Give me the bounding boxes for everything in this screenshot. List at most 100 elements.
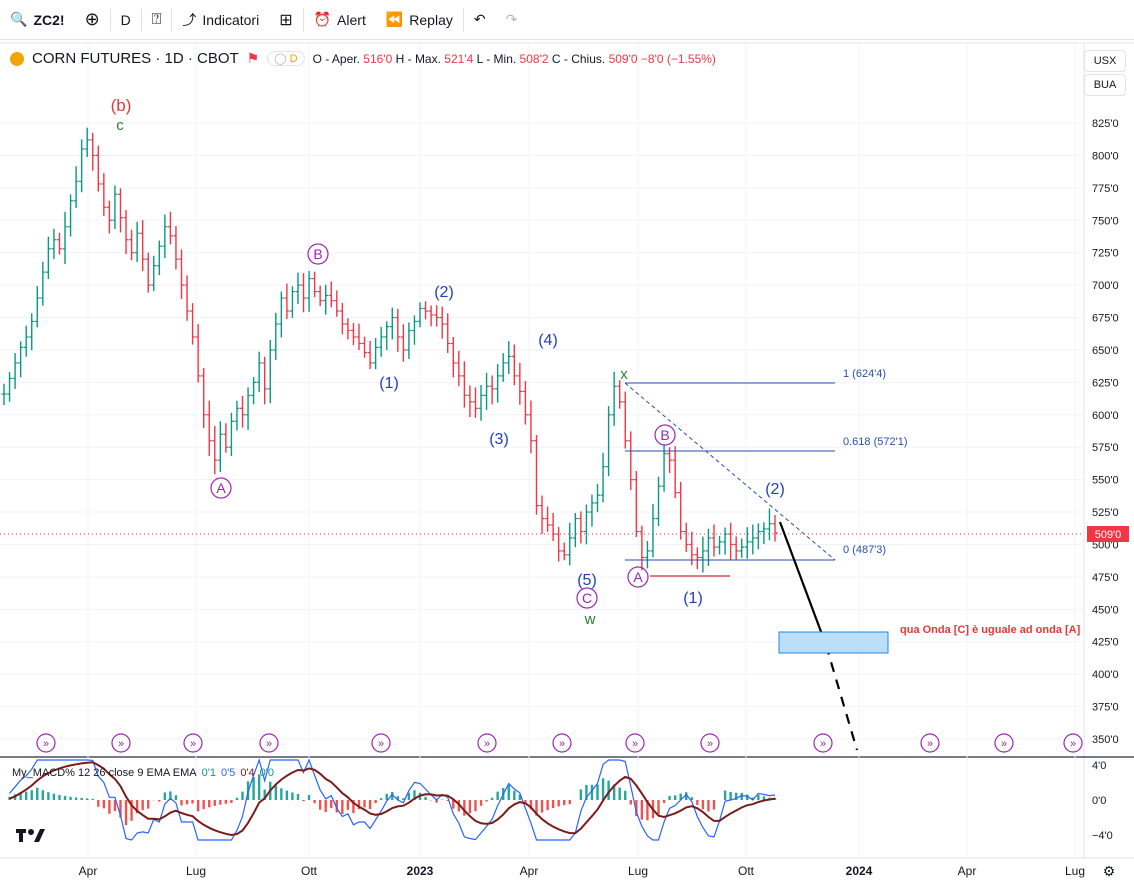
projection-dashed-line[interactable]: [824, 644, 859, 751]
macd-histogram-bar: [274, 785, 277, 800]
macd-histogram-bar: [36, 787, 39, 800]
macd-histogram-bar: [513, 790, 516, 800]
macd-histogram-bar: [285, 790, 289, 800]
close-value: 509'0: [608, 51, 638, 66]
event-marker-icon: »: [927, 738, 933, 750]
macd-histogram-bar: [751, 797, 755, 800]
event-marker-icon: »: [118, 738, 124, 750]
add-symbol-icon: ⊕: [84, 9, 100, 29]
indicators-icon: ⤴: [182, 11, 197, 28]
event-marker-icon: »: [632, 738, 638, 750]
macd-histogram-bar: [457, 800, 461, 812]
event-marker[interactable]: [625, 733, 645, 753]
macd-histogram-bar: [102, 800, 106, 809]
toolbar-divider: [140, 7, 142, 32]
event-marker[interactable]: [552, 733, 572, 753]
toolbar-divider: [109, 7, 111, 32]
macd-histogram-bar: [357, 800, 361, 810]
layout-button[interactable]: ⊞: [269, 0, 302, 40]
macd-histogram-bar: [452, 800, 455, 809]
delay-badge[interactable]: ◯ D: [267, 51, 305, 66]
macd-histogram-bar: [424, 796, 427, 800]
chart-type-button[interactable]: ⍰: [142, 0, 172, 40]
macd-histogram-bar: [257, 774, 261, 800]
macd-histogram-bar: [191, 800, 194, 804]
redo-button[interactable]: ↷: [496, 0, 528, 40]
macd-histogram-bar: [174, 795, 178, 800]
event-marker[interactable]: [477, 733, 497, 753]
unit-button[interactable]: BUA: [1084, 74, 1126, 96]
compare-button[interactable]: ⊕: [75, 0, 110, 40]
macd-histogram-bar: [535, 800, 538, 816]
macd-histogram-bar: [734, 792, 738, 800]
currency-button[interactable]: USX: [1084, 50, 1126, 72]
price-tick: 400'0: [1092, 669, 1119, 681]
undo-button[interactable]: ↶: [464, 0, 496, 40]
macd-histogram-bar: [41, 790, 45, 800]
macd-histogram-bar: [379, 798, 383, 800]
macd-histogram-bar: [546, 800, 549, 811]
symbol-legend: CORN FUTURES · 1D · CBOT ⚑ ◯ D O - Aper.…: [10, 50, 716, 67]
instrument-title[interactable]: CORN FUTURES · 1D · CBOT: [32, 50, 239, 67]
event-marker[interactable]: [1063, 733, 1083, 753]
event-markers[interactable]: » » » » » » » » » » » » »: [36, 733, 1083, 753]
price-tick: 475'0: [1092, 572, 1119, 584]
event-marker[interactable]: [700, 733, 720, 753]
macd-histogram-bar: [490, 797, 494, 800]
event-marker[interactable]: [259, 733, 279, 753]
interval-label: D: [120, 11, 131, 28]
macd-histogram-bar: [596, 784, 599, 800]
event-marker[interactable]: [36, 733, 56, 753]
macd-histogram-bar: [74, 797, 78, 800]
macd-histogram-bar: [407, 792, 411, 800]
wave-circle: [210, 477, 232, 499]
flag-icon[interactable]: ⚑: [246, 50, 260, 66]
macd-histogram-bar: [629, 800, 632, 805]
macd-histogram-bar: [124, 800, 128, 826]
macd-histogram-bar: [119, 800, 122, 818]
alert-button[interactable]: ⏰ Alert: [304, 0, 376, 40]
time-axis: Apr Lug Ott 2023 Apr Lug Ott 2024 Apr Lug: [79, 864, 1085, 878]
symbol-search[interactable]: 🔍 ZC2!: [0, 0, 75, 40]
macd-histogram-bar: [302, 800, 305, 802]
symbol-label: ZC2!: [33, 11, 65, 28]
event-marker[interactable]: [183, 733, 203, 753]
macd-histogram-bar: [640, 800, 644, 820]
ohlc-values: O - Aper. 516'0 H - Max. 521'4 L - Min. …: [313, 52, 716, 66]
macd-histogram-bar: [557, 800, 560, 807]
search-icon: 🔍: [10, 11, 28, 27]
indicators-label: Indicatori: [202, 11, 260, 28]
macd-histogram-bar: [385, 793, 388, 800]
indicators-button[interactable]: ⤴ Indicatori: [172, 0, 269, 40]
time-tick: Lug: [186, 864, 206, 878]
interval-button[interactable]: D: [111, 0, 141, 40]
macd-histogram-bar: [662, 800, 666, 804]
event-marker-icon: »: [1001, 738, 1007, 750]
macd-histogram-bar: [685, 792, 688, 800]
event-marker-icon: »: [1070, 738, 1076, 750]
macd-histogram: [8, 774, 777, 826]
event-marker[interactable]: [994, 733, 1014, 753]
macd-histogram-bar: [147, 800, 150, 809]
event-marker[interactable]: [920, 733, 940, 753]
macd-histogram-bar: [263, 789, 266, 800]
gear-icon[interactable]: ⚙: [1103, 863, 1116, 879]
fib-label-0: 0 (487'3): [843, 544, 886, 556]
projection-line[interactable]: [778, 521, 828, 646]
macd-histogram-bar: [463, 800, 466, 816]
target-box[interactable]: [778, 631, 889, 654]
event-marker[interactable]: [371, 733, 391, 753]
event-marker[interactable]: [111, 733, 131, 753]
replay-label: Replay: [409, 11, 453, 28]
visibility-icon: ◯: [274, 53, 287, 65]
macd-tick: 0'0: [1092, 795, 1106, 807]
macd-legend[interactable]: My_MACD% 12 26 close 9 EMA EMA 0'1 0'5 0…: [12, 767, 274, 779]
replay-button[interactable]: ⏪ Replay: [376, 0, 463, 40]
event-marker[interactable]: [813, 733, 833, 753]
wave-labels: (b) c B A (2) (1) (3) (4) x B (2) (5) C …: [111, 96, 785, 628]
wave-label: B: [660, 427, 669, 443]
event-marker-icon: »: [484, 738, 490, 750]
fib-retracement[interactable]: 1 (624'4) 0.618 (572'1) 0 (487'3): [624, 368, 907, 561]
change-value: −8'0 (−1.55%): [640, 51, 716, 66]
